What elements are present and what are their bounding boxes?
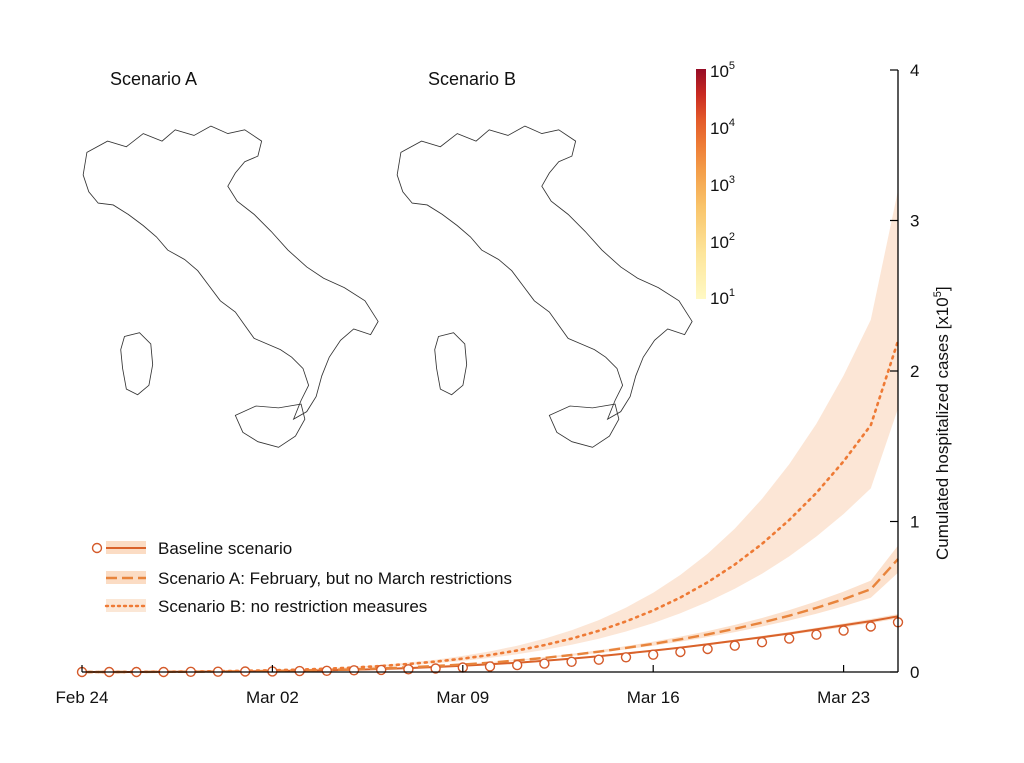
x-tick-label: Feb 24 (56, 688, 109, 707)
observed-point (784, 633, 795, 644)
observed-point (376, 664, 387, 676)
legend-item-scenario-b: Scenario B: no restriction measures (104, 597, 427, 616)
colorbar-tick-label: 103 (710, 174, 735, 195)
map-scenario-b (397, 126, 693, 448)
map-b-region (513, 399, 645, 448)
map-b-region (613, 319, 693, 361)
observed-point (648, 649, 659, 660)
map-a-region (83, 299, 121, 401)
legend-label: Scenario A: February, but no March restr… (158, 569, 512, 588)
observed-point (865, 621, 876, 632)
map-b-region (433, 159, 505, 201)
observed-point (348, 665, 360, 676)
x-tick-label: Mar 23 (817, 688, 870, 707)
colorbar-tick-label: 102 (710, 231, 735, 252)
observed-markers (76, 617, 904, 678)
observed-point (811, 629, 822, 640)
observed-point (539, 658, 550, 669)
map-b-region (523, 199, 575, 251)
map-b-region (503, 149, 555, 201)
observed-point (593, 654, 604, 665)
map-b-region (397, 299, 435, 401)
observed-point (430, 663, 441, 674)
map-scenario-a (83, 126, 379, 448)
map-title-b: Scenario B (428, 69, 516, 89)
map-b-region (397, 139, 435, 201)
colorbar-gradient (696, 69, 706, 299)
map-b-region (493, 126, 545, 151)
observed-point (756, 637, 768, 648)
map-a-region (83, 126, 121, 141)
observed-point (484, 661, 496, 672)
colorbar-tick-label: 101 (710, 287, 735, 308)
observed-point (620, 652, 632, 663)
map-a-region (229, 239, 291, 281)
map-b-region (433, 126, 495, 161)
map-b-region (543, 126, 595, 151)
observed-point (294, 665, 305, 677)
map-b-region (563, 289, 645, 351)
y-tick-label: 4 (910, 61, 919, 80)
map-a-region (179, 139, 231, 191)
colorbar: 105 104 103 102 101 (696, 60, 735, 308)
y-axis-ticks: 0 1 2 3 4 (890, 61, 919, 682)
observed-point (512, 659, 523, 671)
legend-label: Scenario B: no restriction measures (158, 597, 427, 616)
x-tick-label: Mar 09 (436, 688, 489, 707)
y-tick-label: 2 (910, 362, 919, 381)
colorbar-tick-label: 104 (710, 117, 735, 138)
map-a-region (299, 319, 379, 361)
legend-marker-swatch (91, 542, 103, 554)
map-a-region (249, 279, 331, 341)
map-b-outline (396, 125, 693, 448)
observed-point (838, 625, 849, 636)
observed-point (321, 665, 332, 676)
legend-label: Baseline scenario (158, 539, 292, 558)
observed-point (675, 646, 686, 658)
map-b-region (543, 249, 605, 291)
y-tick-label: 3 (910, 212, 919, 231)
map-b-region (397, 126, 435, 141)
x-tick-label: Mar 02 (246, 688, 299, 707)
map-b-region (463, 199, 525, 251)
colorbar-tick-label: 105 (710, 60, 735, 81)
y-tick-label: 1 (910, 513, 919, 532)
y-tick-label: 0 (910, 663, 919, 682)
legend-item-scenario-a: Scenario A: February, but no March restr… (106, 569, 512, 588)
legend: Baseline scenario Scenario A: February, … (91, 539, 512, 616)
y-axis-label: Cumulated hospitalized cases [x105] (932, 286, 952, 560)
x-axis-ticks: Feb 24 Mar 02 Mar 09 Mar 16 Mar 23 (56, 665, 870, 707)
map-a-region (119, 126, 171, 151)
map-a-outline (82, 125, 379, 448)
map-a-region (169, 126, 221, 141)
map-a-region (219, 126, 271, 151)
observed-point (729, 640, 740, 651)
legend-item-baseline: Baseline scenario (91, 539, 292, 558)
line-chart: Feb 24 Mar 02 Mar 09 Mar 16 Mar 23 0 1 2 3 4 Cum… (56, 61, 952, 707)
map-title-a: Scenario A (110, 69, 197, 89)
observed-point (702, 643, 713, 655)
map-a-region (83, 139, 121, 201)
map-a-region (199, 399, 321, 448)
x-tick-label: Mar 16 (627, 688, 680, 707)
map-a-region (119, 149, 181, 191)
observed-point (566, 656, 577, 667)
map-a-region (149, 189, 211, 241)
map-a-region (199, 269, 241, 301)
